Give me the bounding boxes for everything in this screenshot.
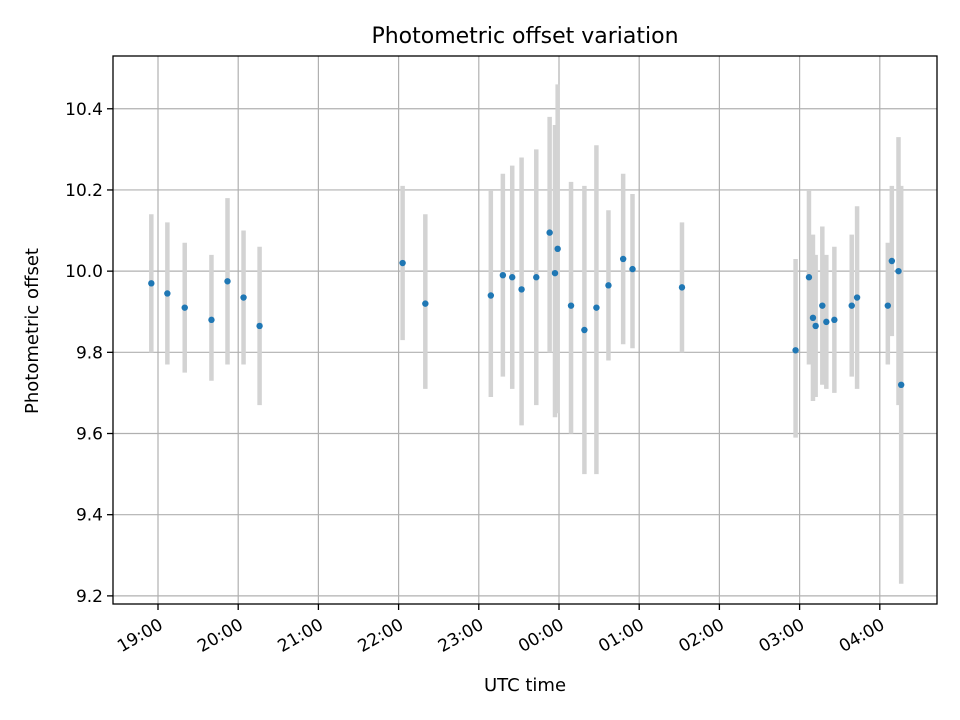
- data-point: [546, 229, 553, 236]
- data-point: [805, 274, 813, 281]
- data-point: [164, 290, 171, 297]
- data-point: [256, 322, 263, 330]
- data-point: [509, 274, 516, 281]
- data-point: [792, 347, 799, 354]
- data-point: [678, 284, 686, 291]
- data-point: [224, 278, 231, 285]
- y-axis-ticks: 9.2 9.4 9.6 9.8 10.0 10.2 10.4: [65, 100, 113, 607]
- data-point: [895, 267, 902, 275]
- data-point: [848, 302, 855, 309]
- data-point: [554, 245, 561, 253]
- data-point: [812, 322, 819, 330]
- y-tick-label: 9.4: [76, 506, 103, 526]
- data-point: [809, 314, 817, 322]
- data-point: [487, 292, 495, 299]
- data-point: [422, 300, 429, 307]
- data-point: [499, 272, 507, 279]
- data-point: [605, 282, 612, 289]
- y-tick-label: 10.2: [65, 181, 103, 201]
- data-point: [619, 255, 627, 263]
- data-point: [897, 381, 905, 388]
- data-point: [888, 257, 896, 265]
- data-point: [853, 294, 861, 301]
- data-point: [518, 286, 525, 293]
- data-point: [819, 302, 826, 309]
- data-point: [208, 316, 215, 324]
- data-point: [148, 280, 155, 287]
- y-tick-label: 9.6: [76, 425, 103, 445]
- data-point: [181, 304, 188, 311]
- data-point: [581, 326, 588, 334]
- data-point: [567, 302, 575, 309]
- axes-frame: [112, 55, 938, 605]
- data-point: [551, 269, 559, 277]
- data-point: [831, 316, 838, 324]
- y-axis-label: Photometric offset: [22, 248, 43, 414]
- data-point: [593, 304, 600, 311]
- y-tick-label: 9.2: [76, 587, 103, 607]
- y-tick-label: 10.4: [65, 100, 103, 120]
- data-points: [148, 229, 905, 388]
- chart-title: Photometric offset variation: [371, 24, 678, 49]
- data-point: [399, 259, 406, 267]
- data-point: [240, 294, 247, 301]
- data-point: [629, 265, 636, 273]
- data-point: [884, 302, 892, 309]
- x-axis-label: UTC time: [484, 675, 566, 696]
- data-point: [533, 274, 540, 281]
- y-tick-label: 10.0: [65, 262, 103, 282]
- data-point: [823, 318, 830, 326]
- y-tick-label: 9.8: [76, 343, 103, 363]
